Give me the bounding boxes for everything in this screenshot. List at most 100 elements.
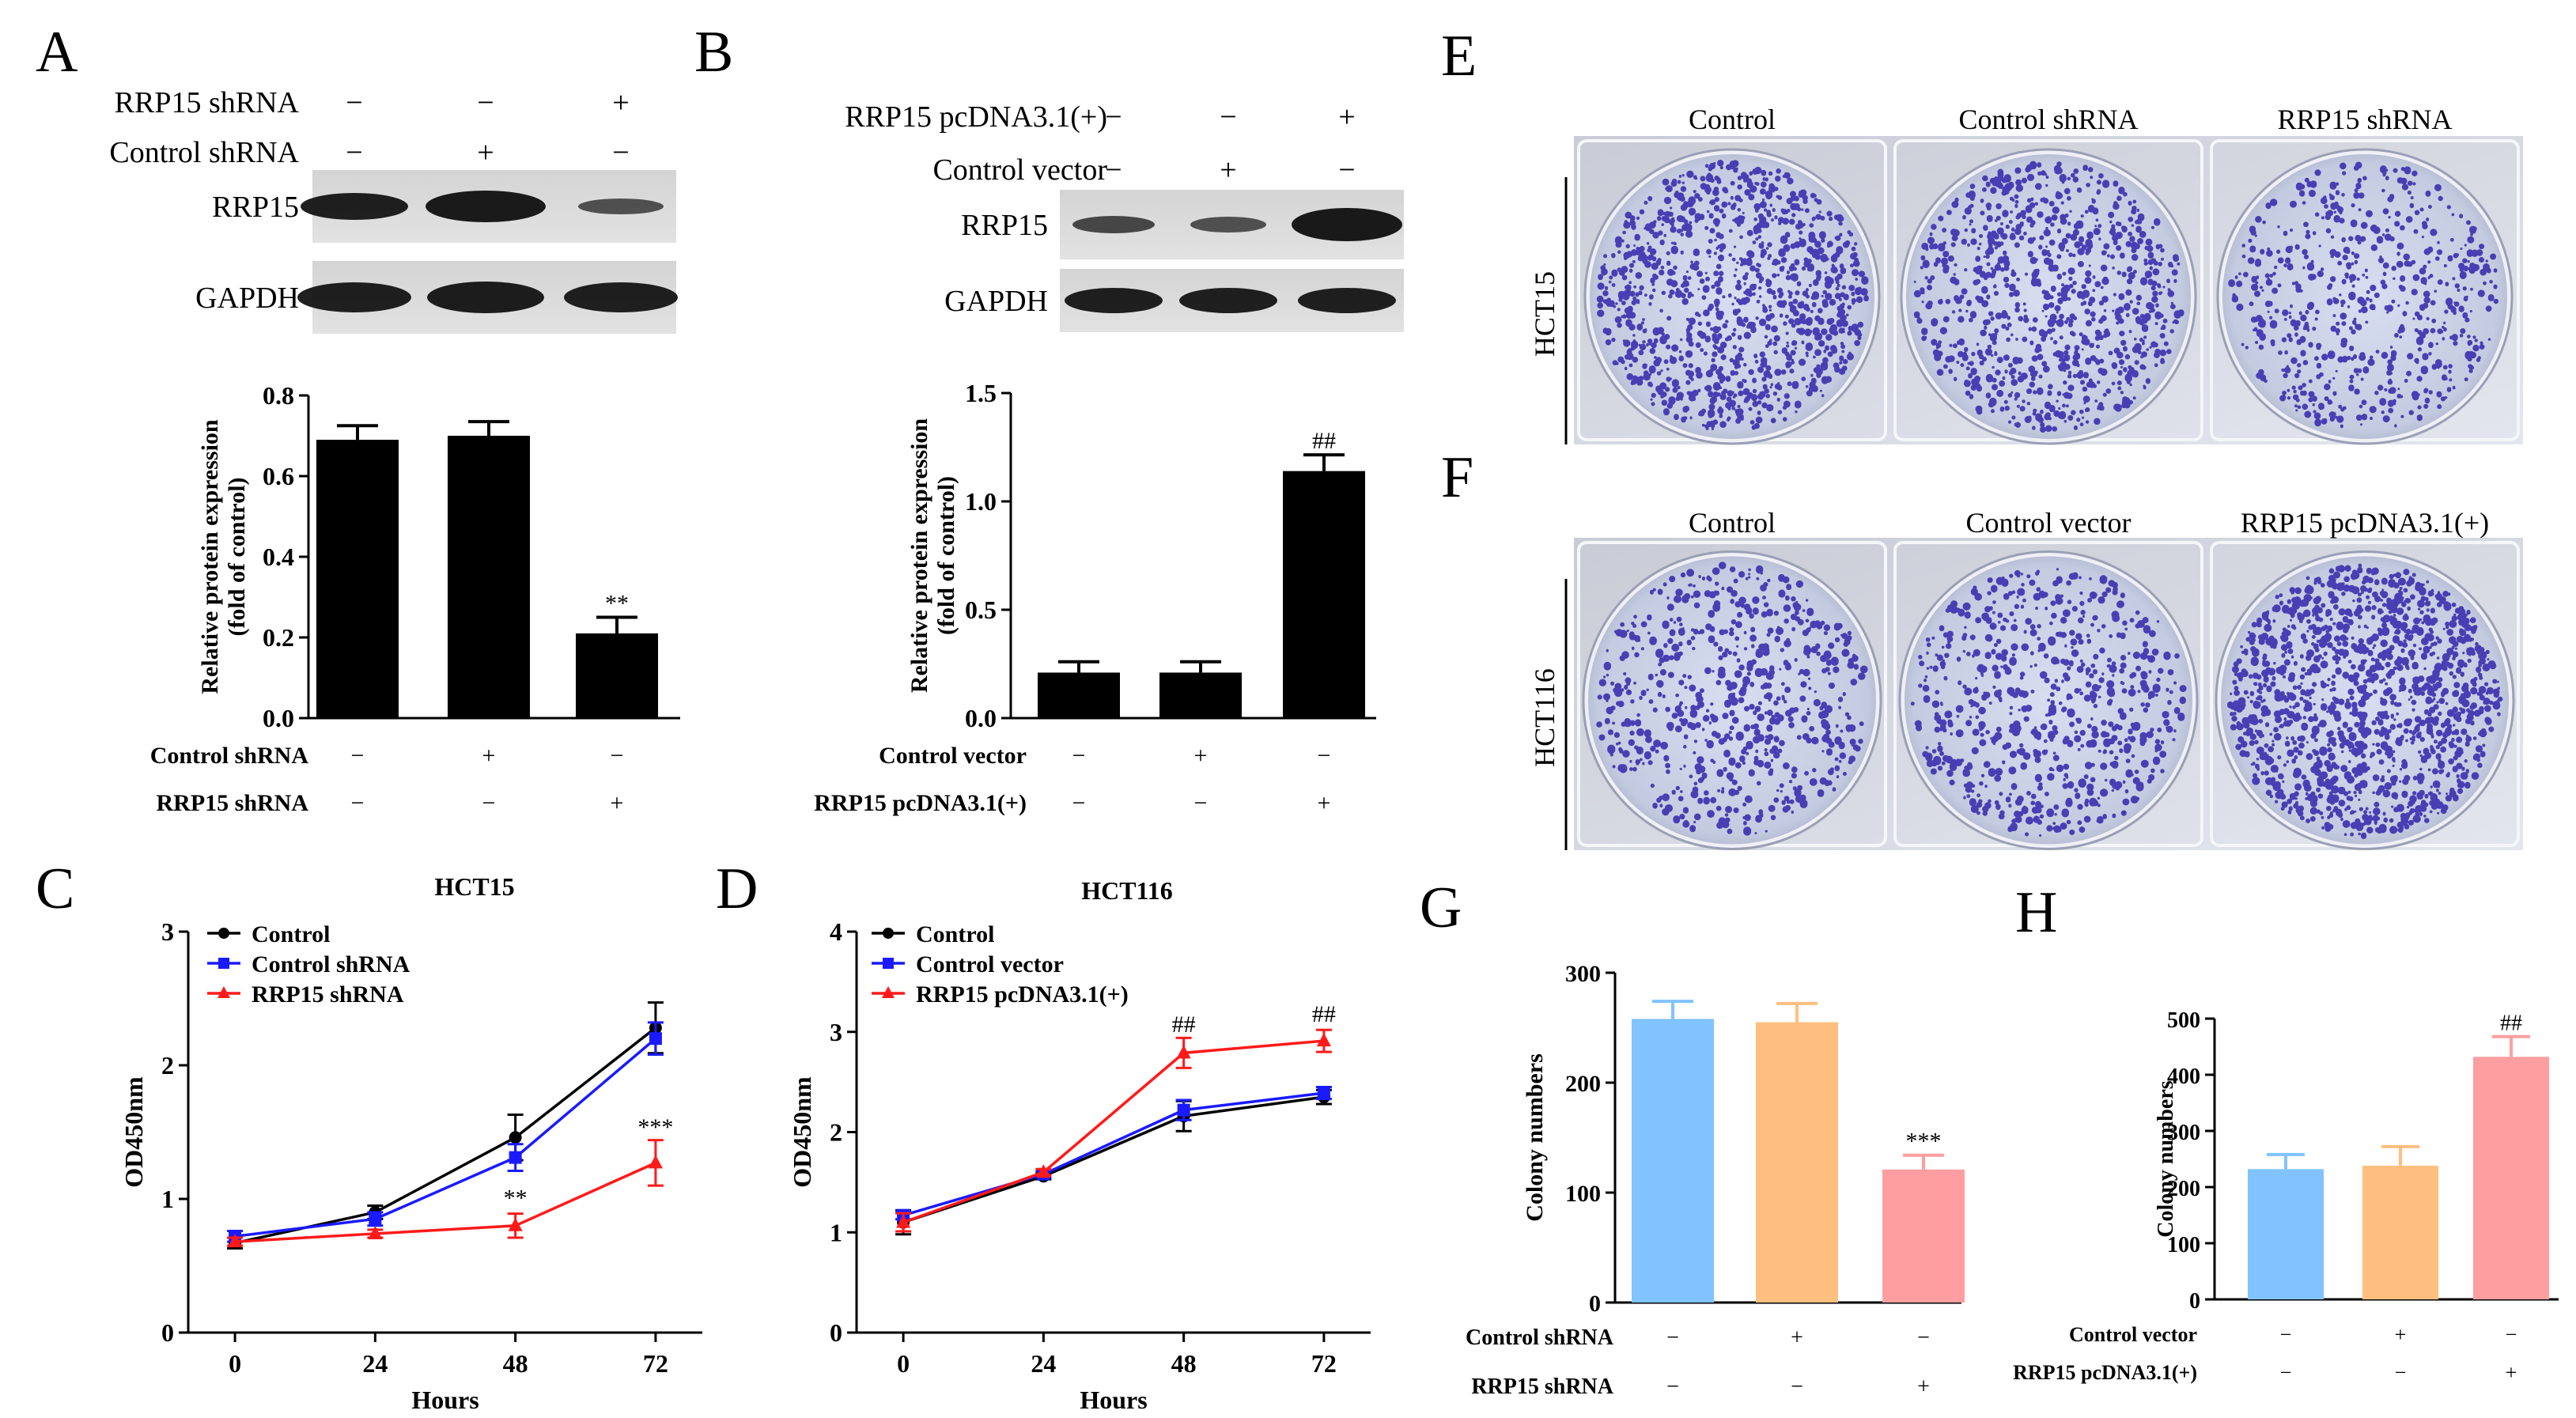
x-tick-label: 48 bbox=[1171, 1349, 1197, 1378]
bar bbox=[1159, 672, 1242, 718]
panel-label-g: G bbox=[1420, 875, 1462, 940]
plate-column-label: Control bbox=[1689, 104, 1776, 135]
series-line bbox=[902, 1091, 1325, 1217]
blot-band bbox=[564, 282, 678, 312]
significance-label: *** bbox=[1906, 1129, 1942, 1155]
cell-line-label: HCT15 bbox=[1529, 271, 1560, 357]
y-tick-label: 3 bbox=[161, 917, 174, 946]
plate-column-label: Control bbox=[1689, 507, 1776, 539]
blot-condition-sign: − bbox=[612, 136, 629, 169]
condition-sign: − bbox=[1917, 1325, 1930, 1350]
x-tick-label: 24 bbox=[1031, 1349, 1056, 1378]
blot-band bbox=[1065, 288, 1163, 313]
bar-chart-G_bar: 0 100 200 300 Colony numbers *** Control shRNA… bbox=[1466, 961, 1965, 1399]
condition-label: RRP15 pcDNA3.1(+) bbox=[2013, 1361, 2197, 1384]
y-tick-label: 0.8 bbox=[263, 381, 294, 410]
x-tick-label: 24 bbox=[362, 1349, 388, 1378]
legend-marker bbox=[883, 958, 894, 969]
colony-dots bbox=[1913, 161, 2184, 433]
blot-condition-sign: − bbox=[346, 86, 362, 119]
x-axis-label: Hours bbox=[411, 1386, 479, 1414]
bar bbox=[448, 436, 530, 718]
x-tick-label: 72 bbox=[643, 1349, 668, 1378]
data-point bbox=[648, 1155, 663, 1169]
condition-label: RRP15 shRNA bbox=[1471, 1375, 1613, 1399]
series-line bbox=[234, 1161, 656, 1243]
blot-condition-sign: − bbox=[346, 136, 362, 169]
blot-band bbox=[426, 191, 546, 222]
plate-column-label: Control shRNA bbox=[1958, 104, 2138, 135]
blot-condition-sign: + bbox=[1338, 100, 1355, 134]
y-axis-label: Colony numbers bbox=[1522, 1053, 1548, 1222]
blot-condition-sign: − bbox=[1105, 100, 1122, 134]
data-point bbox=[508, 1217, 523, 1231]
blot-band bbox=[297, 282, 411, 312]
bar bbox=[1283, 471, 1365, 718]
data-point bbox=[368, 1225, 383, 1239]
panel-label-a: A bbox=[36, 20, 78, 85]
y-tick-label: 300 bbox=[2167, 1121, 2200, 1145]
condition-sign: − bbox=[2506, 1323, 2517, 1346]
condition-sign: + bbox=[2395, 1323, 2407, 1346]
blot-condition-sign: − bbox=[1338, 153, 1355, 187]
bar bbox=[2248, 1169, 2324, 1299]
condition-sign: − bbox=[1194, 790, 1208, 816]
colony-dots bbox=[1910, 568, 2187, 838]
bar bbox=[1632, 1019, 1714, 1303]
colony-dots bbox=[2227, 563, 2503, 839]
data-point bbox=[1036, 1164, 1051, 1178]
condition-sign: − bbox=[1318, 743, 1331, 769]
condition-label: RRP15 shRNA bbox=[156, 790, 308, 816]
condition-sign: − bbox=[351, 790, 365, 816]
significance-label: *** bbox=[637, 1114, 673, 1140]
condition-sign: − bbox=[2395, 1361, 2407, 1384]
condition-label: Control shRNA bbox=[1466, 1325, 1614, 1350]
y-tick-label: 3 bbox=[830, 1018, 842, 1046]
series-line bbox=[902, 1039, 1325, 1224]
legend-label: Control shRNA bbox=[252, 951, 410, 977]
y-axis-label: OD450nm bbox=[788, 1076, 816, 1188]
y-tick-label: 200 bbox=[2167, 1177, 2200, 1201]
y-tick-label: 0.6 bbox=[263, 462, 294, 490]
y-axis-label: Relative protein expression bbox=[197, 419, 223, 694]
chart-title: HCT116 bbox=[1081, 876, 1173, 905]
series-line bbox=[234, 1027, 656, 1245]
bar bbox=[576, 633, 658, 718]
panel-label-e: E bbox=[1441, 24, 1477, 89]
blot-condition-sign: − bbox=[1105, 153, 1122, 187]
cell-line-label: HCT116 bbox=[1529, 668, 1560, 767]
panel-label-d: D bbox=[716, 856, 758, 921]
series-rrp15-shrna: RRP15 shRNA bbox=[207, 981, 664, 1248]
plate-column-label: RRP15 shRNA bbox=[2277, 104, 2452, 135]
condition-sign: − bbox=[1666, 1375, 1679, 1399]
blot-band bbox=[427, 282, 544, 313]
chart-title: HCT15 bbox=[434, 872, 514, 901]
colony-dots bbox=[2228, 161, 2498, 429]
series-line bbox=[234, 1037, 657, 1238]
panel-label-f: F bbox=[1441, 445, 1473, 510]
condition-sign: − bbox=[611, 743, 624, 769]
y-tick-label: 4 bbox=[830, 917, 842, 946]
blot-band bbox=[1298, 288, 1396, 313]
legend-marker bbox=[883, 928, 894, 939]
data-point bbox=[1176, 1045, 1191, 1059]
legend-label: RRP15 pcDNA3.1(+) bbox=[916, 981, 1129, 1008]
blot-protein-label: GAPDH bbox=[944, 285, 1048, 318]
condition-label: Control vector bbox=[2069, 1323, 2197, 1346]
data-point bbox=[1177, 1103, 1190, 1117]
y-tick-label: 1.5 bbox=[965, 379, 997, 407]
condition-sign: − bbox=[482, 790, 496, 816]
blot-condition-label: RRP15 pcDNA3.1(+) bbox=[845, 100, 1107, 134]
data-point bbox=[1316, 1033, 1331, 1047]
x-tick-label: 0 bbox=[897, 1349, 910, 1378]
condition-sign: + bbox=[1318, 790, 1331, 816]
data-point bbox=[1317, 1087, 1330, 1100]
condition-sign: + bbox=[1917, 1375, 1930, 1399]
line-chart-C_line: 0 1 2 3 0 24 48 72 Hours OD450nm HCT15 Control Contr… bbox=[119, 872, 702, 1414]
blot-condition-sign: − bbox=[1220, 100, 1236, 134]
x-axis-label: Hours bbox=[1080, 1386, 1147, 1414]
condition-sign: − bbox=[1791, 1375, 1803, 1399]
condition-label: Control vector bbox=[879, 743, 1027, 769]
panel-label-b: B bbox=[694, 20, 733, 85]
